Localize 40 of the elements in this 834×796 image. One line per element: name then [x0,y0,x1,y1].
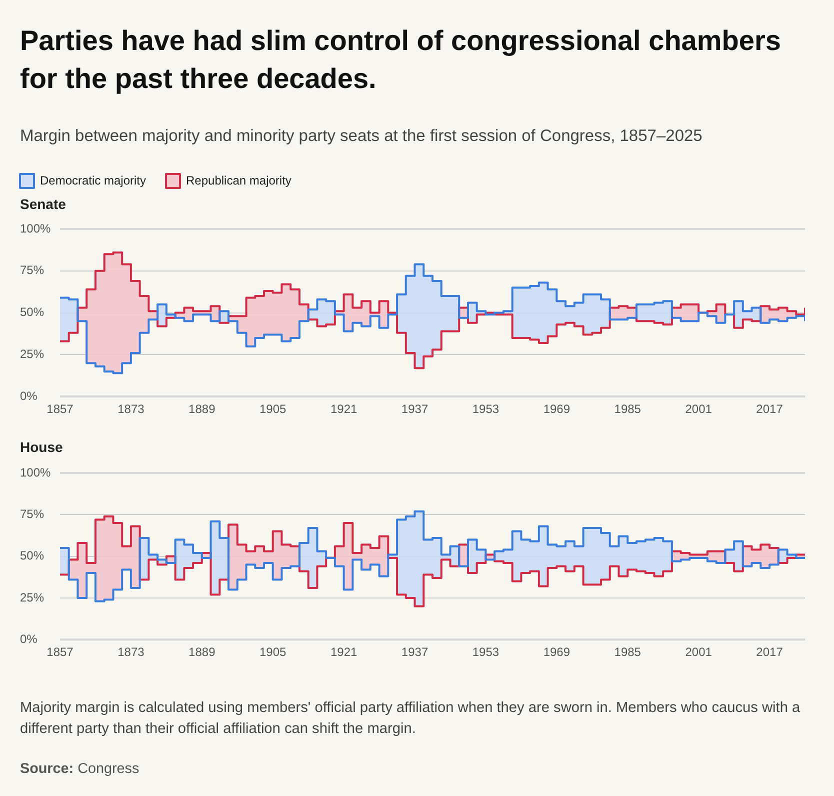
x-tick-label: 2001 [685,645,712,660]
x-tick-label: 2001 [685,402,712,416]
legend-label: Democratic majority [40,173,146,188]
y-tick-label: 75% [20,263,44,278]
x-tick-label: 1873 [118,402,145,416]
x-tick-label: 1969 [543,402,570,416]
x-tick-label: 1969 [543,645,570,660]
x-tick-label: 1937 [401,402,428,416]
x-tick-label: 1889 [188,402,216,416]
x-tick-label: 1985 [614,402,642,416]
y-tick-label: 0% [20,632,38,646]
x-tick-label: 1889 [188,645,216,660]
y-tick-label: 50% [20,548,44,563]
x-tick-label: 1953 [472,402,500,416]
y-tick-label: 0% [20,388,38,403]
x-tick-label: 1921 [330,402,358,416]
x-tick-label: 1921 [330,645,358,660]
source-note: Source: Congress [20,760,140,779]
x-tick-label: 1937 [401,645,428,660]
y-tick-label: 25% [20,590,44,604]
y-tick-label: 100% [20,221,52,236]
chart-title: House [20,438,63,455]
x-tick-label: 2017 [756,645,784,660]
x-tick-label: 1905 [260,402,287,416]
text: Majority margin is calculated using members' official party affiliation when they are sworn in. Members who caucus with a different party than their official affiliation can shift the margin. [20,699,802,739]
x-tick-label: 1857 [46,402,74,416]
text: Parties have had slim control of congressional chambers for the past three decades. [20,24,782,96]
x-tick-label: 1905 [260,645,287,660]
y-tick-label: 100% [20,465,52,480]
y-tick-label: 25% [20,347,44,362]
x-tick-label: 2017 [756,402,784,416]
x-tick-label: 1985 [614,645,642,660]
x-tick-label: 1953 [472,645,500,660]
x-tick-label: 1873 [118,645,145,660]
text: Margin between majority and minority party seats at the first session of Congress, 1857–2025 [20,126,704,147]
y-tick-label: 75% [20,506,44,521]
legend-label: Republican majority [186,173,292,188]
chart-title: Senate [20,196,66,212]
y-tick-label: 50% [20,305,44,320]
x-tick-label: 1857 [46,645,74,660]
